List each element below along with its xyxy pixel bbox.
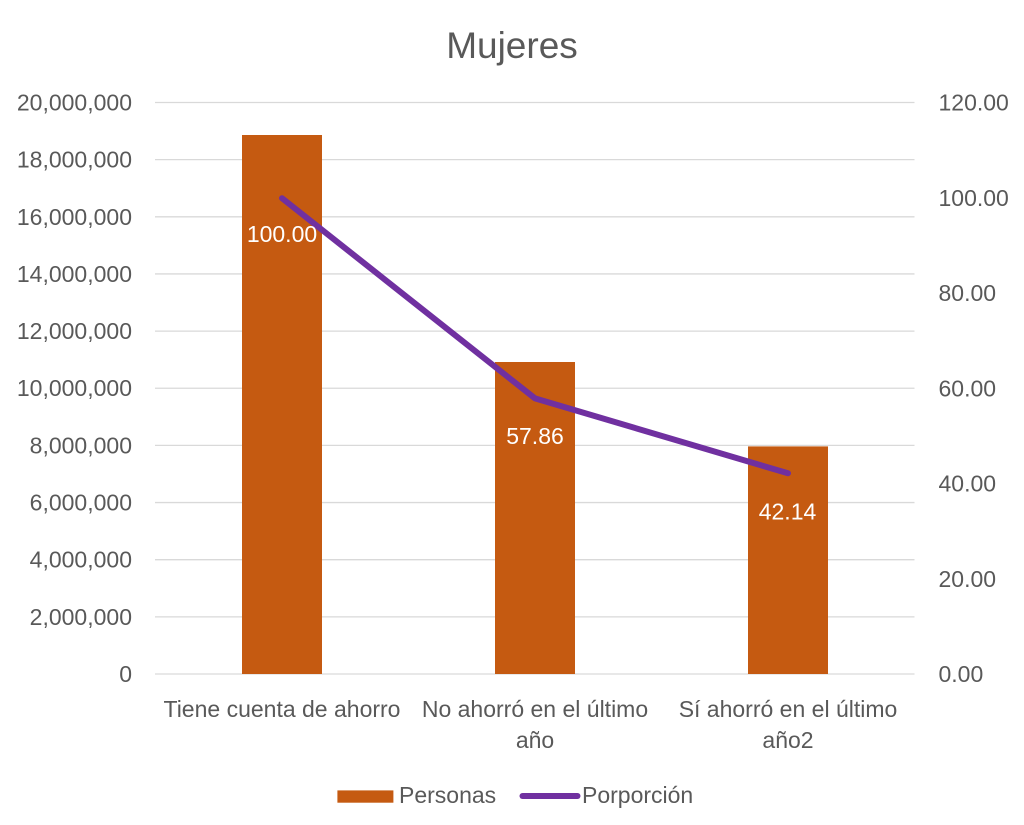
svg-text:Sí ahorró en el último: Sí ahorró en el último [679,696,898,722]
svg-text:120.00: 120.00 [939,90,1009,116]
svg-text:año2: año2 [762,727,813,753]
svg-text:42.14: 42.14 [759,499,817,525]
svg-text:20,000,000: 20,000,000 [17,90,132,116]
svg-text:40.00: 40.00 [939,471,997,497]
svg-text:4,000,000: 4,000,000 [30,547,132,573]
svg-text:57.86: 57.86 [506,423,564,449]
svg-text:16,000,000: 16,000,000 [17,204,132,230]
svg-text:10,000,000: 10,000,000 [17,375,132,401]
svg-text:80.00: 80.00 [939,280,997,306]
svg-text:20.00: 20.00 [939,566,997,592]
svg-text:14,000,000: 14,000,000 [17,261,132,287]
svg-text:Mujeres: Mujeres [446,25,578,66]
svg-text:8,000,000: 8,000,000 [30,432,132,458]
svg-text:6,000,000: 6,000,000 [30,490,132,516]
svg-text:2,000,000: 2,000,000 [30,604,132,630]
svg-text:100.00: 100.00 [939,185,1009,211]
svg-text:0: 0 [119,661,132,687]
svg-text:Personas: Personas [399,782,496,808]
svg-text:año: año [516,727,554,753]
svg-text:100.00: 100.00 [247,221,317,247]
svg-text:60.00: 60.00 [939,375,997,401]
svg-text:12,000,000: 12,000,000 [17,318,132,344]
svg-text:18,000,000: 18,000,000 [17,147,132,173]
svg-text:Porporción: Porporción [582,782,693,808]
svg-text:No ahorró en el último: No ahorró en el último [422,696,648,722]
svg-text:0.00: 0.00 [939,661,984,687]
svg-text:Tiene cuenta de ahorro: Tiene cuenta de ahorro [164,696,401,722]
